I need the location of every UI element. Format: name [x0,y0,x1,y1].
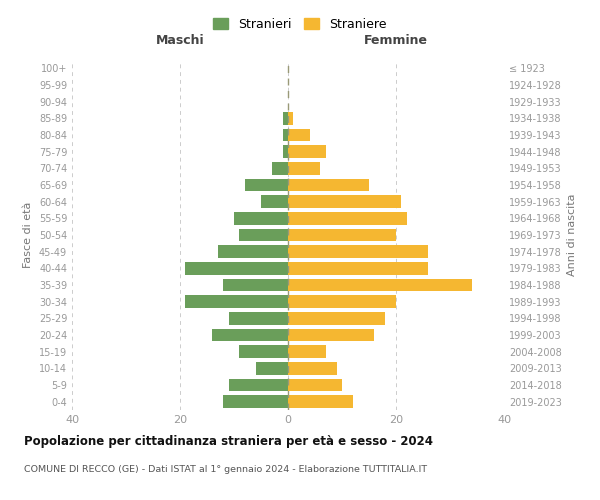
Bar [288,362,337,374]
Bar [288,112,293,124]
Y-axis label: Fasce di età: Fasce di età [23,202,33,268]
Bar [288,396,353,408]
Bar [288,262,428,274]
Bar [288,296,396,308]
Bar [239,229,288,241]
Bar [261,196,288,208]
Y-axis label: Anni di nascita: Anni di nascita [567,194,577,276]
Bar [288,329,374,341]
Bar [256,362,288,374]
Bar [283,112,288,124]
Bar [288,146,326,158]
Bar [223,279,288,291]
Bar [229,379,288,391]
Bar [288,212,407,224]
Bar [288,312,385,324]
Bar [234,212,288,224]
Bar [288,346,326,358]
Bar [185,262,288,274]
Bar [212,329,288,341]
Bar [223,396,288,408]
Text: Maschi: Maschi [155,34,205,46]
Bar [283,146,288,158]
Bar [185,296,288,308]
Legend: Stranieri, Straniere: Stranieri, Straniere [209,14,391,34]
Bar [229,312,288,324]
Bar [272,162,288,174]
Bar [288,279,472,291]
Bar [288,379,342,391]
Text: Femmine: Femmine [364,34,428,46]
Bar [218,246,288,258]
Bar [288,246,428,258]
Bar [283,129,288,141]
Bar [239,346,288,358]
Text: Popolazione per cittadinanza straniera per età e sesso - 2024: Popolazione per cittadinanza straniera p… [24,435,433,448]
Bar [288,162,320,174]
Bar [245,179,288,192]
Bar [288,129,310,141]
Bar [288,196,401,208]
Text: COMUNE DI RECCO (GE) - Dati ISTAT al 1° gennaio 2024 - Elaborazione TUTTITALIA.I: COMUNE DI RECCO (GE) - Dati ISTAT al 1° … [24,465,427,474]
Bar [288,229,396,241]
Bar [288,179,369,192]
